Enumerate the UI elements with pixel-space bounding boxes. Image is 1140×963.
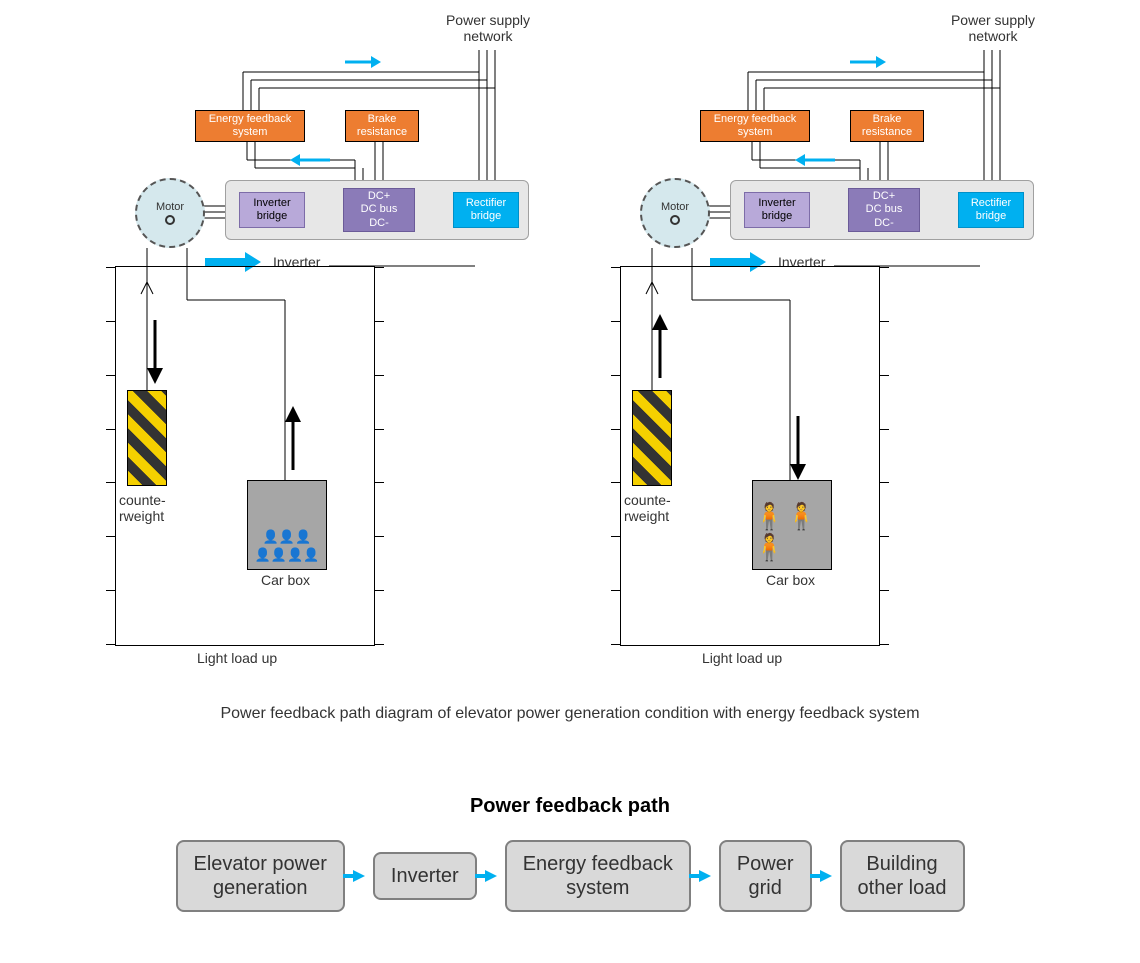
counterweight-icon: [632, 390, 672, 486]
flow-path-row: Elevator power generation Inverter Energ…: [0, 840, 1140, 912]
light-load-label-right: Light load up: [702, 650, 782, 666]
counterweight-label: counte- rweight: [119, 492, 166, 524]
shaft-ticks-left: [611, 267, 621, 645]
motor-icon: Motor: [135, 178, 205, 248]
flow-arrow-icon: [820, 870, 832, 882]
flow-box-2: Inverter: [373, 852, 477, 900]
people-many-icon: 👤👤👤 👤👤👤👤: [255, 529, 320, 563]
inverter-bridge-box: Inverter bridge: [744, 192, 810, 228]
flow-box-3: Energy feedback system: [505, 840, 691, 912]
flow-path-title: Power feedback path: [0, 795, 1140, 818]
energy-feedback-box: Energy feedback system: [195, 110, 305, 142]
motor-label: Motor: [156, 201, 184, 213]
figure-caption: Power feedback path diagram of elevator …: [0, 705, 1140, 723]
rectifier-bridge-box: Rectifier bridge: [453, 192, 519, 228]
counterweight-label: counte- rweight: [624, 492, 671, 524]
energy-feedback-box: Energy feedback system: [700, 110, 810, 142]
dc-bus-box: DC+ DC bus DC-: [848, 188, 920, 232]
right-scenario-panel: Power supply network: [580, 10, 1060, 650]
power-supply-label: Power supply network: [433, 12, 543, 44]
shaft-ticks-right: [879, 267, 889, 645]
flow-box-1: Elevator power generation: [176, 840, 345, 912]
diagram-canvas: Power supply network: [0, 0, 1140, 963]
flow-box-5: Building other load: [840, 840, 965, 912]
flow-box-4: Power grid: [719, 840, 812, 912]
rectifier-bridge-box: Rectifier bridge: [958, 192, 1024, 228]
inverter-bridge-box: Inverter bridge: [239, 192, 305, 228]
motor-axis-icon: [165, 215, 175, 225]
shaft-ticks-left: [106, 267, 116, 645]
car-box-label: Car box: [261, 572, 310, 588]
brake-resistance-box: Brake resistance: [345, 110, 419, 142]
dc-bus-box: DC+ DC bus DC-: [343, 188, 415, 232]
left-scenario-panel: Power supply network: [75, 10, 555, 650]
car-box-icon: 🧍🧍🧍: [752, 480, 832, 570]
flow-arrow-icon: [485, 870, 497, 882]
car-box-icon: 👤👤👤 👤👤👤👤: [247, 480, 327, 570]
brake-resistance-box: Brake resistance: [850, 110, 924, 142]
flow-arrow-icon: [353, 870, 365, 882]
flow-arrow-icon: [699, 870, 711, 882]
power-supply-label: Power supply network: [938, 12, 1048, 44]
motor-axis-icon: [670, 215, 680, 225]
counterweight-icon: [127, 390, 167, 486]
shaft-ticks-right: [374, 267, 384, 645]
light-load-label-left: Light load up: [197, 650, 277, 666]
people-few-icon: 🧍🧍🧍: [753, 501, 831, 563]
motor-icon: Motor: [640, 178, 710, 248]
car-box-label: Car box: [766, 572, 815, 588]
motor-label: Motor: [661, 201, 689, 213]
